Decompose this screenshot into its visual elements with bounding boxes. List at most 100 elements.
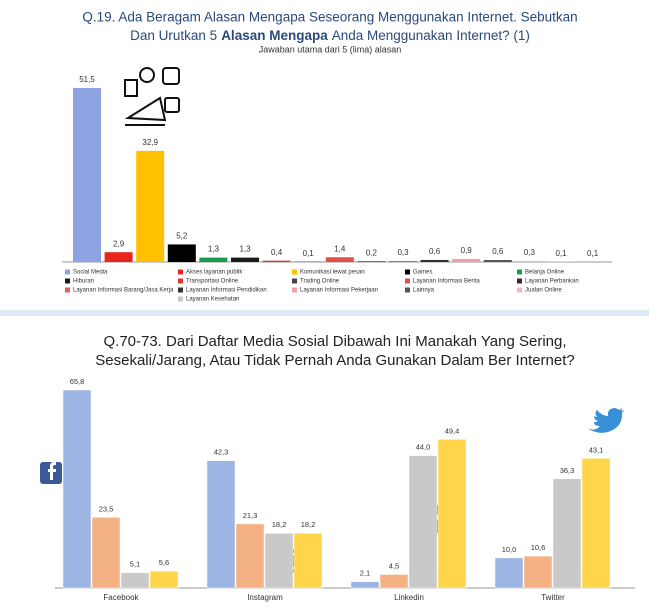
legend-label: Akses layanan publik (186, 270, 243, 276)
bar (326, 257, 354, 262)
legend-swatch (292, 279, 297, 284)
legend-swatch (292, 270, 297, 275)
bar (63, 390, 91, 588)
legend-label: Layanan Informasi Pekerjaan (300, 288, 378, 294)
value-label: 2,1 (360, 569, 370, 578)
value-label: 10,0 (502, 545, 517, 554)
page: Q.19. Ada Beragam Alasan Mengapa Seseora… (0, 0, 649, 611)
legend-label: Hiburan (73, 279, 94, 285)
bar (265, 533, 293, 588)
x-tick-label: Linkedin (394, 593, 424, 602)
bar (294, 533, 322, 588)
bar (150, 571, 178, 588)
legend-label: Layanan Informasi Pendidikan (186, 288, 267, 294)
bar (409, 456, 437, 588)
title-part: Dan Urutkan 5 (130, 28, 217, 43)
value-label: 0,3 (524, 248, 536, 257)
value-label: 18,2 (272, 520, 287, 529)
bar (207, 461, 235, 588)
value-label: 21,3 (243, 511, 258, 520)
bar (524, 556, 552, 588)
value-label: 1,3 (208, 245, 220, 254)
legend-label: Belanja Online (525, 270, 565, 276)
value-label: 0,2 (366, 248, 378, 257)
legend-swatch (292, 288, 297, 293)
legend-label: Layanan Informasi Barang/Jasa Kerja (73, 288, 174, 294)
legend-label: Layanan Perbankan (525, 279, 579, 285)
legend-swatch (405, 288, 410, 293)
legend-label: Jualan Online (525, 288, 562, 294)
bar (136, 151, 164, 262)
value-label: 5,6 (159, 558, 169, 567)
legend-label: Social Media (73, 270, 108, 276)
value-label: 42,3 (214, 448, 229, 457)
bar (421, 260, 449, 262)
legend-swatch (65, 288, 70, 293)
value-label: 10,6 (531, 543, 546, 552)
chart-title: Q.70-73. Dari Daftar Media Sosial Dibawa… (103, 333, 566, 350)
bar (515, 261, 543, 262)
value-label: 0,1 (303, 249, 315, 258)
legend-swatch (178, 279, 183, 284)
bar (92, 517, 120, 588)
bar (380, 574, 408, 588)
divider (0, 310, 649, 316)
value-label: 0,3 (397, 248, 409, 257)
value-label: 32,9 (142, 138, 158, 147)
bar (263, 261, 291, 262)
value-label: 1,4 (334, 244, 346, 253)
value-label: 5,2 (176, 232, 188, 241)
legend-label: Lainnya (413, 288, 435, 294)
value-label: 49,4 (445, 426, 460, 435)
value-label: 5,1 (130, 560, 140, 569)
value-label: 0,1 (587, 249, 599, 258)
value-label: 65,8 (70, 377, 85, 386)
legend-swatch (178, 288, 183, 293)
value-label: 0,6 (429, 247, 441, 256)
title-bold: Alasan Mengapa (221, 28, 328, 43)
bar (231, 258, 259, 262)
value-label: 36,3 (560, 466, 575, 475)
legend-label: Games (413, 270, 432, 276)
bar (553, 479, 581, 588)
value-label: 1,3 (239, 245, 251, 254)
value-label: 18,2 (301, 520, 316, 529)
bar (105, 252, 133, 262)
bar (452, 259, 480, 262)
x-tick-label: Instagram (247, 593, 283, 602)
legend-swatch (178, 270, 183, 275)
bar (357, 261, 385, 262)
value-label: 23,5 (99, 504, 114, 513)
legend-swatch (178, 297, 183, 302)
value-label: 43,1 (589, 445, 604, 454)
bar (236, 524, 264, 588)
value-label: 44,0 (416, 443, 431, 452)
chart-subtitle: Jawaban utama dari 5 (lima) alasan (259, 44, 402, 54)
legend-swatch (517, 279, 522, 284)
value-label: 2,9 (113, 239, 125, 248)
bar (389, 261, 417, 262)
legend-swatch (65, 279, 70, 284)
x-tick-label: Facebook (103, 593, 139, 602)
bar (484, 260, 512, 262)
legend-label: Trading Online (300, 279, 340, 285)
title-part: Anda Menggunakan Internet? (1) (332, 28, 530, 43)
legend-label: Transportasi Online (186, 279, 239, 285)
bar (438, 439, 466, 588)
legend-swatch (65, 270, 70, 275)
bar (199, 258, 227, 262)
value-label: 51,5 (79, 75, 95, 84)
chart-title: Q.19. Ada Beragam Alasan Mengapa Seseora… (82, 10, 577, 25)
value-label: 4,5 (389, 561, 399, 570)
value-label: 0,6 (492, 247, 504, 256)
bar (582, 458, 610, 588)
legend-swatch (517, 288, 522, 293)
value-label: 0,9 (461, 246, 473, 255)
legend-label: Komunikasi lewat pesan (300, 270, 365, 276)
legend-label: Layanan Informasi Berita (413, 279, 480, 285)
x-tick-label: Twitter (541, 593, 565, 602)
value-label: 0,1 (555, 249, 567, 258)
legend-label: Layanan Kesehatan (186, 297, 239, 303)
bar (168, 244, 196, 262)
bar (351, 582, 379, 588)
